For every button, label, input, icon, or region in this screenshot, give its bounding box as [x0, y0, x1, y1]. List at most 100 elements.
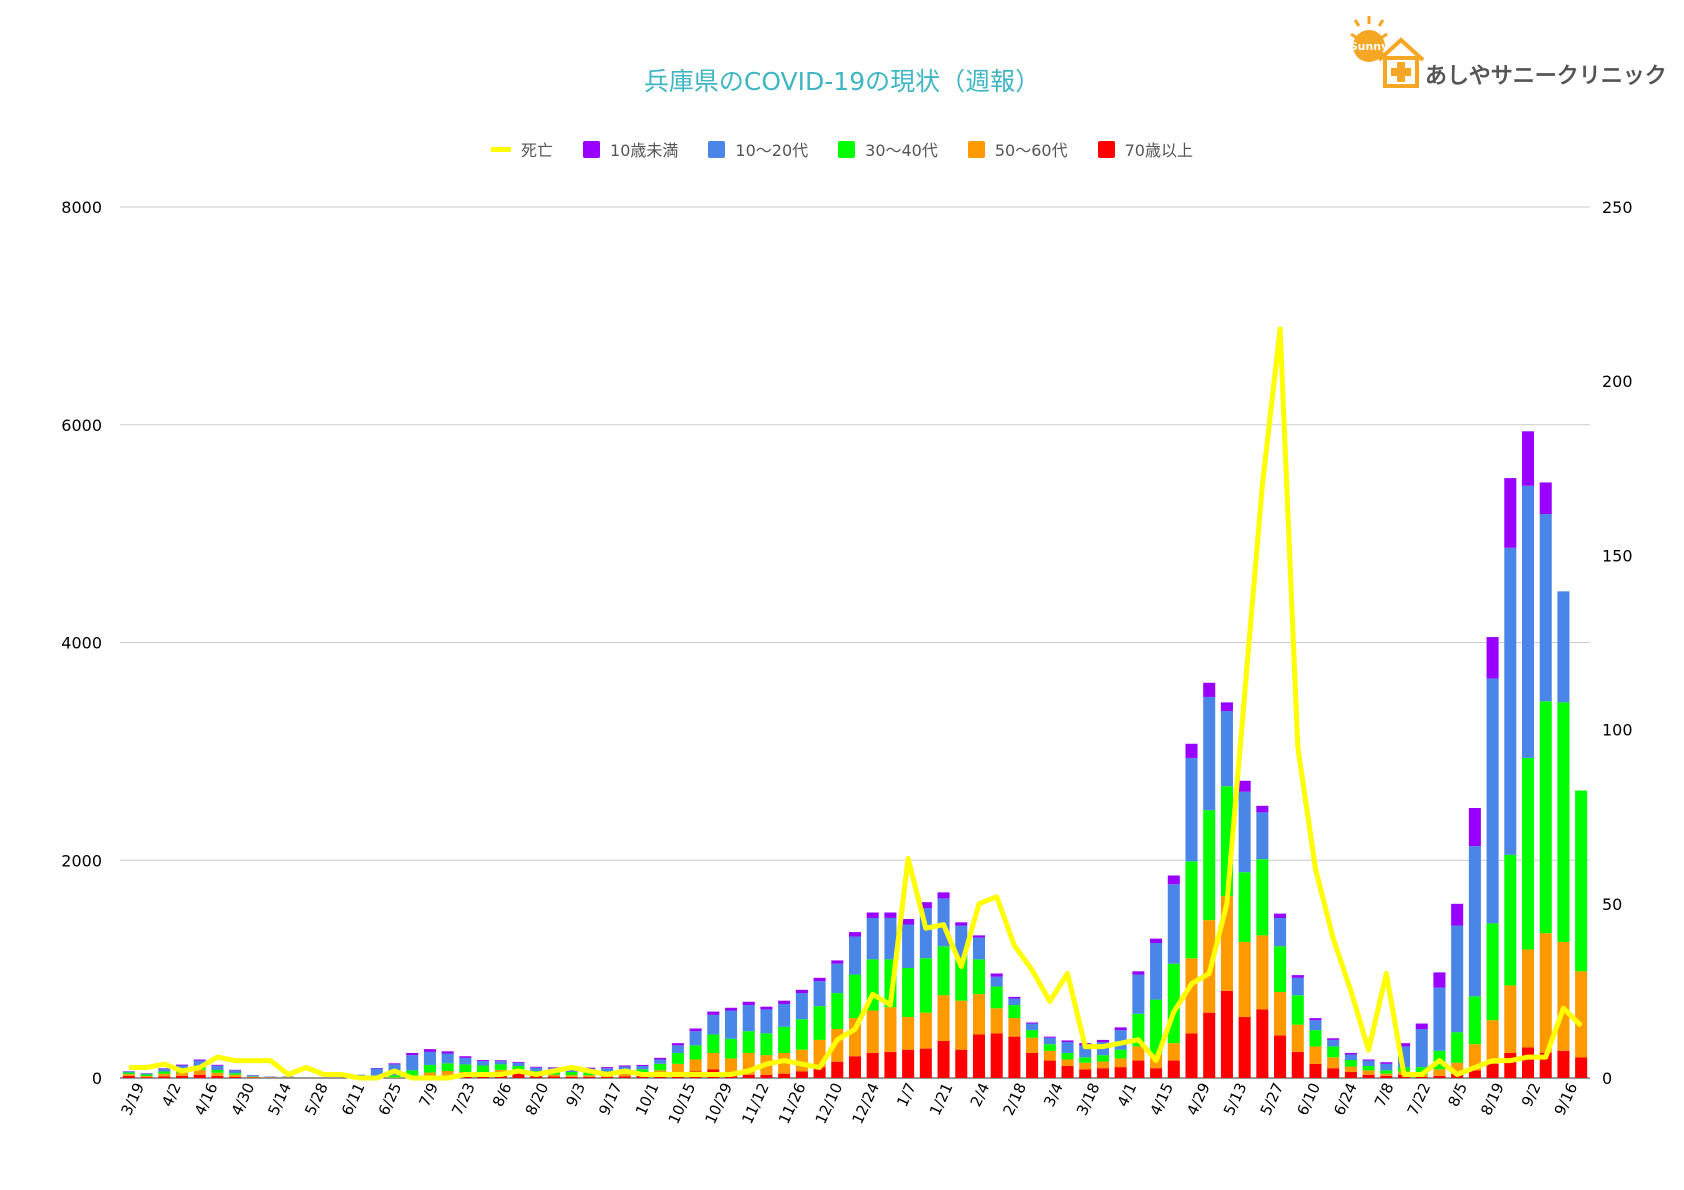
bar-segment-age10_20	[601, 1068, 614, 1072]
bar-segment-age30_40	[565, 1072, 578, 1076]
x-tick-label: 9/16	[1551, 1080, 1582, 1118]
y2-tick-label: 100	[1602, 721, 1633, 740]
bar-segment-age70plus	[1521, 1047, 1535, 1078]
bar-segment-age10_20	[725, 1010, 738, 1039]
bar-segment-age70plus	[158, 1076, 171, 1078]
bar-segment-age70plus	[1575, 1057, 1588, 1078]
x-tick-label: 11/26	[775, 1080, 810, 1127]
bar-segment-under10	[1061, 1040, 1074, 1043]
bar-segment-under10	[1504, 478, 1517, 548]
bar-segment-age50_60	[795, 1049, 808, 1072]
bar-segment-age50_60	[955, 1000, 968, 1050]
bar-segment-age70plus	[1557, 1050, 1570, 1078]
bar-segment-age70plus	[848, 1056, 862, 1078]
bar-segment-age10_20	[1220, 711, 1233, 787]
bar-segment-age50_60	[866, 1010, 879, 1053]
bar-segment-under10	[1132, 971, 1145, 975]
x-tick-label: 6/24	[1330, 1080, 1361, 1118]
bar-segment-under10	[388, 1063, 401, 1065]
bar-segment-age70plus	[547, 1076, 560, 1078]
legend-swatch-10-20	[708, 140, 726, 158]
bar-segment-age10_20	[884, 917, 897, 960]
legend-item-50-60: 50～60代	[967, 137, 1068, 161]
x-tick-label: 6/11	[338, 1080, 369, 1118]
bar-segment-age50_60	[1167, 1043, 1180, 1061]
bar-segment-age70plus	[937, 1040, 950, 1078]
x-tick-label: 4/16	[191, 1080, 222, 1118]
bar-segment-age70plus	[1132, 1060, 1145, 1078]
bar-segment-age30_40	[388, 1075, 401, 1078]
bar-segment-age50_60	[1291, 1024, 1304, 1052]
bar-segment-age50_60	[902, 1017, 915, 1050]
bar-segment-age10_20	[1433, 987, 1446, 1051]
bar-segment-age50_60	[441, 1070, 454, 1078]
bar-segment-age70plus	[1203, 1012, 1216, 1078]
bar-segment-age50_60	[246, 1076, 259, 1078]
bar-segment-age50_60	[1575, 971, 1588, 1058]
bar-segment-age50_60	[990, 1008, 1003, 1034]
bar-segment-age10_20	[1238, 791, 1251, 873]
bar-segment-age10_20	[636, 1066, 649, 1070]
bar-segment-under10	[1220, 702, 1233, 712]
bar-segment-age30_40	[1486, 923, 1499, 1021]
bar-segment-age30_40	[1575, 790, 1588, 972]
bar-segment-under10	[1203, 682, 1216, 697]
bar-segment-age10_20	[512, 1062, 525, 1067]
bar-segment-age10_20	[1185, 757, 1198, 862]
bar-segment-age70plus	[1486, 1063, 1499, 1078]
bar-segment-age10_20	[459, 1057, 472, 1065]
legend-swatch-30-40	[838, 140, 856, 158]
bar-segment-age10_20	[1079, 1045, 1092, 1058]
bar-segment-age70plus	[831, 1061, 844, 1078]
bar-segment-under10	[1043, 1036, 1056, 1038]
bar-segment-age70plus	[229, 1076, 242, 1078]
bar-segment-under10	[636, 1064, 649, 1067]
bar-segment-under10	[1380, 1062, 1393, 1064]
bar-segment-age30_40	[423, 1064, 436, 1073]
bar-segment-age70plus	[1380, 1075, 1393, 1078]
bar-segment-age10_20	[813, 981, 826, 1007]
x-tick-label: 12/10	[812, 1080, 847, 1127]
bar-segment-age10_20	[1274, 917, 1287, 947]
bar-segment-age10_20	[158, 1068, 171, 1072]
bar-segment-age30_40	[122, 1072, 135, 1075]
bar-segment-age50_60	[919, 1012, 932, 1049]
bar-segment-age30_40	[1274, 946, 1287, 992]
bar-segment-age70plus	[866, 1052, 879, 1078]
bar-segment-age70plus	[1026, 1052, 1039, 1078]
x-tick-label: 7/9	[415, 1080, 442, 1109]
bar-segment-under10	[229, 1069, 242, 1071]
clinic-logo: Sunny あしやサニークリニック	[1345, 14, 1675, 94]
bar-segment-age70plus	[778, 1073, 791, 1078]
bar-segment-age10_20	[441, 1053, 454, 1064]
bar-segment-under10	[1344, 1052, 1357, 1055]
bar-segment-age50_60	[1274, 991, 1287, 1036]
bar-segment-under10	[1185, 743, 1198, 758]
bar-segment-age70plus	[955, 1049, 968, 1078]
bar-segment-age50_60	[547, 1074, 560, 1077]
bar-segment-age30_40	[583, 1072, 596, 1076]
bar-segment-age10_20	[1008, 998, 1021, 1006]
bar-segment-under10	[1008, 996, 1021, 999]
bar-segment-age70plus	[742, 1074, 755, 1078]
bar-segment-age50_60	[583, 1075, 596, 1077]
bar-segment-age50_60	[1433, 1069, 1446, 1076]
legend-item-70plus: 70歳以上	[1097, 137, 1193, 161]
bar-segment-age70plus	[618, 1076, 631, 1078]
bar-segment-age30_40	[494, 1064, 507, 1070]
bar-segment-age50_60	[1539, 933, 1552, 1053]
bar-segment-under10	[1521, 431, 1535, 486]
bar-segment-age30_40	[742, 1031, 755, 1053]
bar-segment-age70plus	[1079, 1069, 1092, 1078]
bar-segment-age10_20	[1327, 1039, 1340, 1047]
x-tick-label: 7/22	[1404, 1080, 1435, 1118]
bar-segment-age10_20	[1309, 1020, 1322, 1031]
bar-segment-age10_20	[707, 1014, 720, 1035]
legend-item-30-40: 30～40代	[838, 137, 938, 161]
bar-segment-age70plus	[1167, 1060, 1180, 1078]
bar-segment-age30_40	[1309, 1030, 1322, 1047]
bar-segment-age10_20	[972, 937, 985, 960]
bar-segment-age70plus	[1309, 1063, 1322, 1078]
bar-segment-age10_20	[831, 963, 844, 994]
bar-segment-under10	[583, 1067, 596, 1069]
